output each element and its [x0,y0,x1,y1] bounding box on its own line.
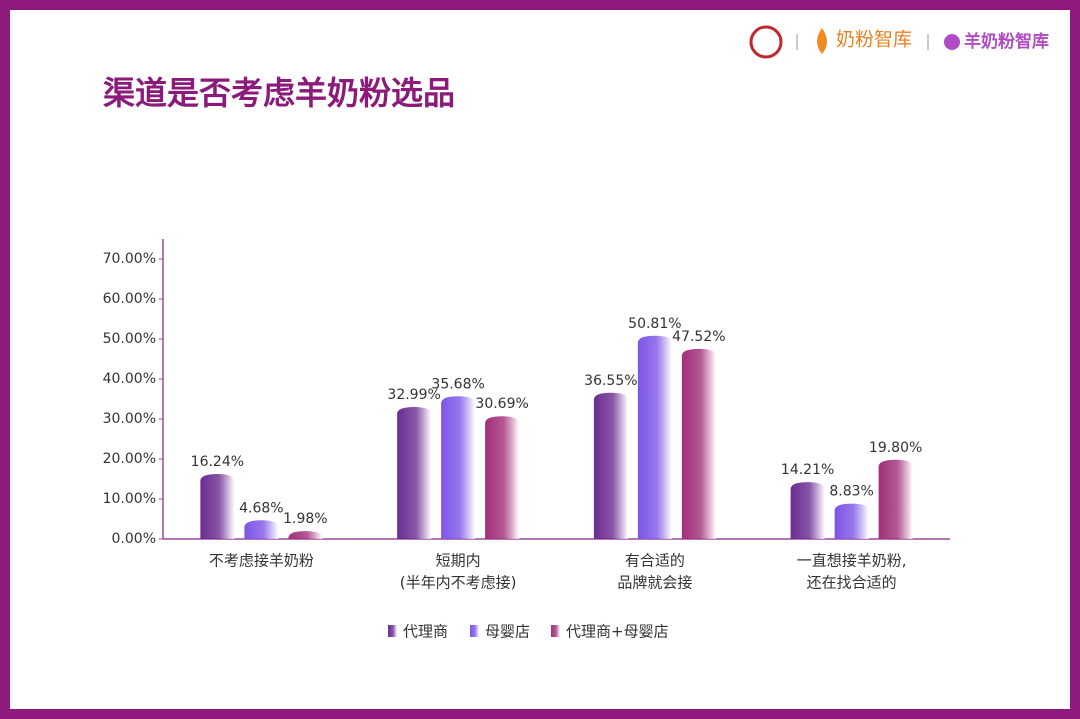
value-label: 4.68% [239,500,283,516]
chart-title: 渠道是否考虑羊奶粉选品 [103,74,455,112]
value-label: 47.52% [672,329,725,345]
y-tick-label: 70.00% [103,251,156,267]
value-label: 19.80% [869,440,922,456]
x-tick-label: (半年内不考虑接) [400,574,517,592]
legend-label: 代理商 [403,623,448,641]
logo-icon [817,28,827,54]
legend-swatch [551,625,560,637]
bar [485,416,520,539]
x-tick-label: 短期内 [436,552,481,570]
x-tick-label: 品牌就会接 [617,574,692,592]
logo-text: 奶粉智库 [836,29,912,51]
bar [244,520,279,539]
value-label: 36.55% [584,373,637,389]
value-label: 16.24% [191,454,244,470]
bar [878,459,913,539]
bar [288,531,323,539]
logo-text: 羊奶粉智库 [964,31,1049,52]
x-tick-label: 一直想接羊奶粉, [797,552,907,570]
value-label: 30.69% [475,396,528,412]
x-tick-label: 有合适的 [625,552,685,570]
y-tick-label: 30.00% [103,411,156,427]
bar [593,392,628,539]
logo-icon [944,34,960,50]
y-tick-label: 60.00% [103,291,156,307]
x-tick-label: 不考虑接羊奶粉 [209,552,314,570]
y-tick-label: 0.00% [112,531,156,547]
bar [834,503,869,539]
y-tick-label: 20.00% [103,451,156,467]
bar [397,407,432,539]
value-label: 8.83% [829,484,873,500]
bar [441,396,476,539]
value-label: 32.99% [387,387,440,403]
legend-swatch [470,625,479,637]
y-tick-label: 40.00% [103,371,156,387]
x-tick-label: 还在找合适的 [807,574,897,592]
y-tick-label: 50.00% [103,331,156,347]
bar [790,482,825,539]
value-label: 14.21% [781,462,834,478]
y-tick-label: 10.00% [103,491,156,507]
logo-icon [749,25,783,59]
legend-label: 代理商+母婴店 [566,623,669,641]
bar [681,348,716,539]
bar [200,474,235,539]
legend-swatch [388,625,397,637]
value-label: 35.68% [431,376,484,392]
legend-label: 母婴店 [485,623,530,641]
value-label: 50.81% [628,316,681,332]
bar [637,335,672,539]
value-label: 1.98% [283,511,327,527]
